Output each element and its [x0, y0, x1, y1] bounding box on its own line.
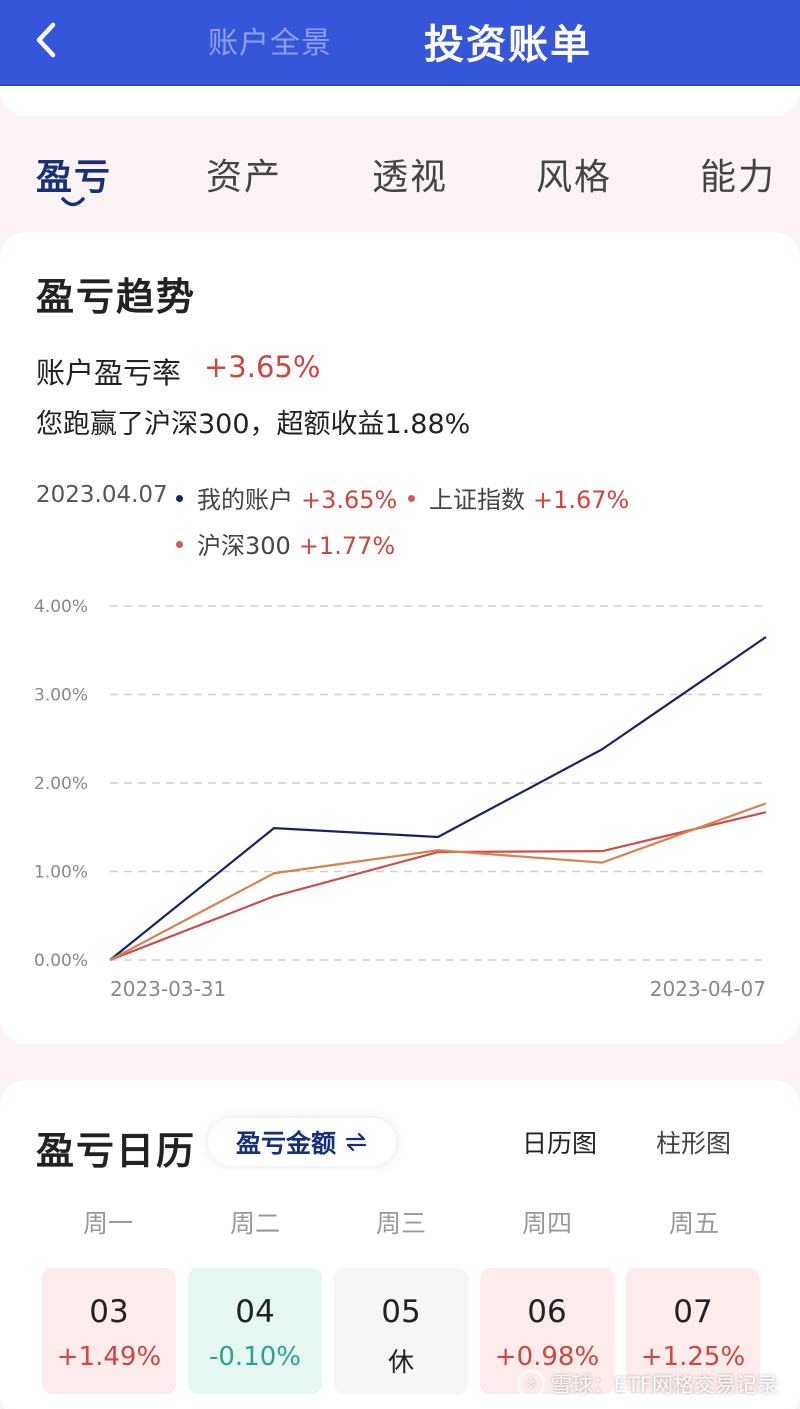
profit-calendar-title: 盈亏日历	[36, 1129, 197, 1173]
day-number: 05	[381, 1294, 421, 1330]
profit-trend-title: 盈亏趋势	[36, 275, 197, 319]
profit-trend-chart[interactable]: 0.00% 1.00% 2.00% 3.00% 4.00% 2023-03-31 2023-…	[0, 582, 800, 1022]
legend-my-account: 我的账户 +3.65%	[176, 480, 397, 515]
day-number: 03	[89, 1294, 129, 1330]
legend-sse-index: 上证指数 +1.67%	[408, 480, 629, 515]
legend-name: 沪深300	[197, 532, 291, 560]
day-profit: -0.10%	[209, 1342, 301, 1372]
legend-date: 2023.04.07	[36, 482, 168, 508]
watermark-text: 雪球：ETF网格交易记录	[550, 1373, 778, 1397]
account-rate-label: 账户盈亏率	[36, 356, 182, 390]
x-tick-label: 2023-03-31	[110, 977, 226, 1001]
tab-ability[interactable]: 能力	[700, 157, 777, 198]
series-line	[109, 811, 767, 962]
weekday-label: 周二	[229, 1209, 280, 1238]
excess-return-text: 您跑赢了沪深300，超额收益1.88%	[36, 409, 471, 440]
amount-toggle-button[interactable]: 盈亏金额	[208, 1118, 396, 1166]
day-profit: +1.25%	[640, 1342, 746, 1372]
tab-bar-view[interactable]: 柱形图	[656, 1129, 732, 1158]
upper-panel-edge	[0, 86, 800, 116]
y-tick-label: 2.00%	[34, 774, 88, 794]
tab-investment-bill[interactable]: 投资账单	[424, 22, 592, 68]
series-line	[109, 636, 767, 961]
series-line	[109, 802, 767, 961]
legend-value: +1.67%	[533, 486, 630, 514]
tab-perspective[interactable]: 透视	[372, 157, 449, 198]
legend-name: 我的账户	[197, 486, 293, 514]
profit-calendar-card: 盈亏日历 盈亏金额 日历图 柱形图 周一 周二 周三 周四 周五 03 +1.4…	[0, 1080, 800, 1409]
day-profit: +1.49%	[56, 1342, 162, 1372]
tab-style[interactable]: 风格	[536, 157, 613, 198]
y-tick-label: 4.00%	[34, 597, 88, 617]
legend-csi300: 沪深300 +1.77%	[176, 526, 395, 561]
tab-account-overview[interactable]: 账户全景	[208, 26, 332, 61]
tab-calendar-view[interactable]: 日历图	[522, 1129, 598, 1158]
y-tick-label: 3.00%	[34, 686, 88, 706]
day-number: 07	[673, 1294, 713, 1330]
day-number: 04	[235, 1294, 275, 1330]
calendar-day-cell[interactable]: 07 +1.25%	[626, 1268, 760, 1394]
legend-dot	[176, 494, 183, 502]
snowball-logo-icon: ❄	[516, 1370, 545, 1398]
weekday-label: 周三	[375, 1209, 426, 1238]
toggle-label: 盈亏金额	[235, 1129, 336, 1158]
calendar-day-cell[interactable]: 04 -0.10%	[188, 1268, 322, 1394]
account-rate-value: +3.65%	[204, 350, 321, 384]
tab-assets[interactable]: 资产	[206, 157, 283, 198]
back-button[interactable]	[22, 14, 70, 66]
chevron-left-icon	[36, 22, 56, 58]
watermark: ❄ 雪球：ETF网格交易记录	[516, 1369, 778, 1399]
day-profit: +0.98%	[494, 1342, 600, 1372]
category-tabs: 盈亏 资产 透视 风格 能力	[0, 140, 800, 210]
day-profit: 休	[387, 1348, 414, 1378]
legend-name: 上证指数	[429, 486, 525, 514]
calendar-day-cell[interactable]: 06 +0.98%	[480, 1268, 614, 1394]
profit-trend-card: 盈亏趋势 账户盈亏率 +3.65% 您跑赢了沪深300，超额收益1.88% 20…	[0, 232, 800, 1044]
x-tick-label: 2023-04-07	[650, 977, 766, 1001]
calendar-day-cell[interactable]: 05 休	[334, 1268, 468, 1394]
calendar-day-cell[interactable]: 03 +1.49%	[42, 1268, 176, 1394]
tab-profit-loss[interactable]: 盈亏	[36, 157, 113, 198]
weekday-label: 周五	[668, 1209, 719, 1238]
swap-arrows-icon	[345, 1132, 367, 1152]
y-tick-label: 0.00%	[34, 951, 88, 971]
active-tab-indicator	[61, 197, 85, 207]
legend-dot	[408, 494, 415, 502]
legend-value: +1.77%	[298, 532, 396, 560]
day-number: 06	[527, 1294, 567, 1330]
weekday-label: 周四	[521, 1209, 572, 1238]
weekday-label: 周一	[82, 1209, 133, 1238]
top-nav-bar: 账户全景 投资账单	[0, 0, 800, 84]
legend-dot	[176, 540, 183, 548]
legend-value: +3.65%	[301, 486, 398, 514]
y-tick-label: 1.00%	[34, 863, 88, 883]
